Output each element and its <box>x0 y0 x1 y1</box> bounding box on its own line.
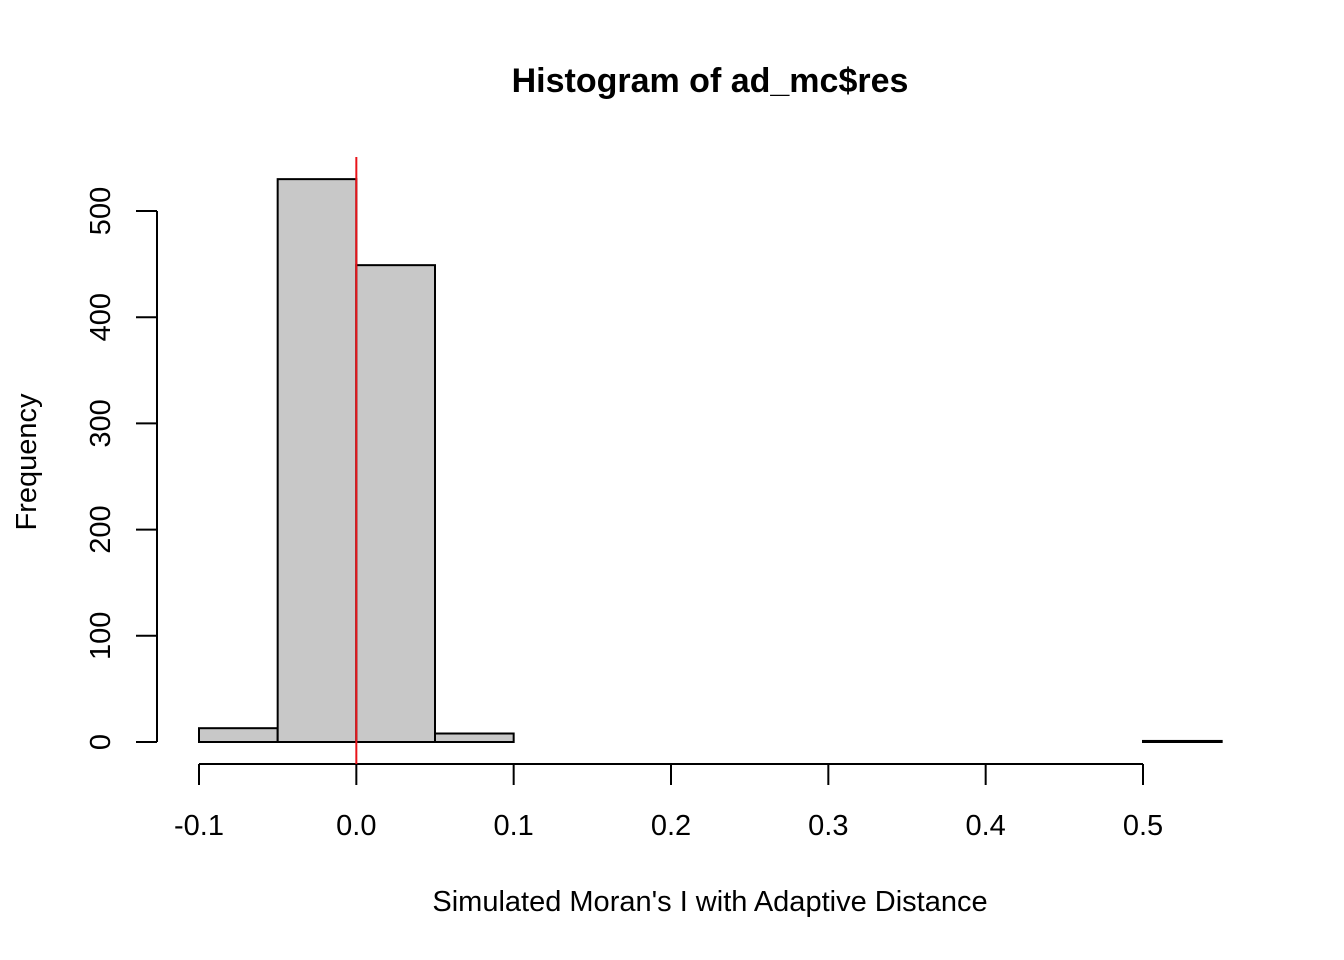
y-tick-label: 300 <box>85 399 117 447</box>
histogram-bars <box>198 178 1223 744</box>
y-tick-label: 100 <box>85 612 117 660</box>
x-tick-label: 0.2 <box>651 810 691 842</box>
x-axis: -0.1 0.0 0.1 0.2 0.3 0.4 0.5 <box>174 763 1163 842</box>
histogram-bar <box>198 727 279 743</box>
x-axis-label: Simulated Moran's I with Adaptive Distan… <box>432 886 987 918</box>
y-axis-label: Frequency <box>11 393 43 531</box>
x-tick-label: -0.1 <box>174 810 224 842</box>
y-tick-label: 500 <box>85 187 117 235</box>
x-tick-label: 0.3 <box>808 810 848 842</box>
chart-title: Histogram of ad_mc$res <box>512 62 909 100</box>
x-tick-label: 0.5 <box>1123 810 1163 842</box>
y-axis: 0 100 200 300 400 500 <box>85 187 158 750</box>
histogram-bar <box>276 178 358 743</box>
x-tick-label: 0.0 <box>336 810 376 842</box>
y-tick-label: 400 <box>85 293 117 341</box>
x-tick-label: 0.1 <box>494 810 534 842</box>
y-tick-label: 0 <box>85 734 117 750</box>
histogram-bar <box>434 732 515 744</box>
histogram-bar <box>1142 739 1223 743</box>
y-tick-label: 200 <box>85 505 117 553</box>
x-tick-label: 0.4 <box>966 810 1006 842</box>
histogram-bar <box>355 264 437 743</box>
